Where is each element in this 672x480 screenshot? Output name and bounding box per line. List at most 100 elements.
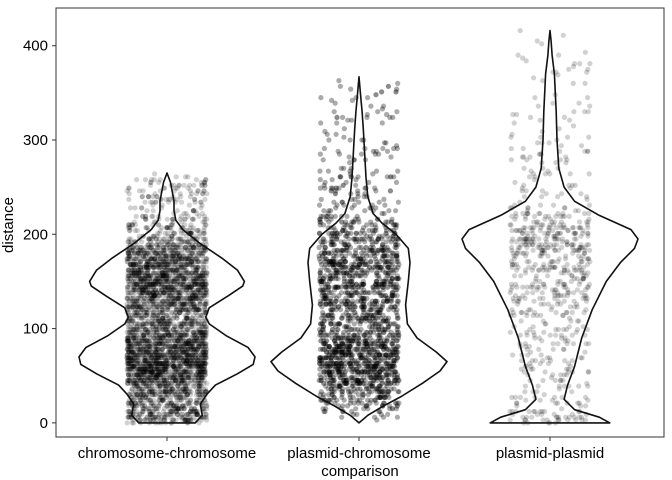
data-point [183, 233, 189, 239]
data-point [135, 321, 141, 327]
data-point [196, 363, 202, 369]
data-point [153, 346, 159, 352]
data-point [129, 273, 136, 279]
data-point [171, 375, 177, 381]
data-point [165, 355, 171, 361]
data-point [129, 247, 135, 253]
data-point [175, 256, 181, 262]
data-point [131, 346, 137, 352]
data-point [134, 270, 140, 276]
data-point [189, 335, 195, 341]
data-point [139, 290, 145, 296]
data-point [192, 338, 198, 344]
data-point [165, 225, 171, 231]
data-point [178, 194, 184, 200]
data-point [173, 346, 179, 352]
data-point [173, 309, 179, 316]
data-point [144, 326, 150, 333]
data-point [189, 250, 195, 256]
data-point [159, 309, 165, 316]
data-point [143, 264, 150, 270]
data-point [178, 307, 184, 313]
data-point [154, 380, 160, 386]
data-point [157, 256, 163, 262]
data-point [197, 244, 203, 251]
data-point [126, 278, 132, 284]
data-point [160, 298, 166, 304]
data-point [167, 318, 173, 324]
data-point [145, 267, 151, 273]
data-point [182, 301, 189, 307]
data-point [184, 355, 190, 361]
data-point [152, 377, 158, 383]
data-point [178, 273, 184, 279]
data-point [138, 386, 145, 392]
data-point [195, 363, 201, 369]
data-point [136, 366, 142, 372]
data-point [201, 329, 207, 335]
data-point [147, 244, 153, 251]
data-point [168, 222, 174, 228]
data-point [148, 295, 154, 301]
data-point [196, 273, 202, 279]
data-point [163, 403, 169, 409]
data-point [192, 377, 198, 383]
data-point [164, 403, 170, 409]
data-point [124, 355, 130, 361]
data-point [170, 403, 176, 409]
data-point [174, 315, 180, 321]
data-point [156, 281, 162, 287]
data-point [153, 358, 159, 364]
data-point [178, 346, 184, 352]
data-point [159, 298, 165, 304]
data-point [168, 400, 174, 406]
data-point [124, 366, 130, 372]
data-point [178, 360, 184, 367]
data-point [136, 284, 142, 290]
data-point [198, 352, 204, 358]
data-point [155, 264, 161, 270]
data-point [155, 261, 161, 268]
data-point [142, 363, 148, 369]
data-point [126, 349, 132, 355]
data-point [125, 250, 131, 256]
data-point [172, 355, 178, 361]
data-point [194, 321, 200, 327]
data-point [136, 326, 143, 333]
data-point [152, 281, 158, 287]
data-point [201, 236, 207, 242]
data-point [131, 284, 137, 290]
data-point [155, 346, 161, 352]
data-point [162, 417, 168, 423]
data-point [171, 403, 177, 409]
data-point [199, 375, 205, 381]
data-point [180, 414, 186, 420]
data-point [164, 225, 170, 231]
data-point [160, 335, 166, 341]
data-point [128, 326, 134, 333]
data-point [169, 290, 175, 296]
data-point [195, 281, 201, 287]
data-point [196, 372, 202, 378]
data-point [146, 307, 152, 313]
data-point [186, 349, 192, 355]
data-point [157, 335, 163, 341]
data-point [182, 383, 189, 389]
data-point [160, 239, 166, 245]
data-point [125, 360, 131, 367]
data-point [187, 182, 193, 188]
data-point [179, 321, 185, 327]
data-point [184, 380, 190, 386]
data-point [135, 247, 141, 253]
data-point [148, 177, 155, 183]
data-point [149, 414, 155, 420]
data-point [194, 372, 200, 378]
data-point [125, 363, 131, 369]
data-point [149, 261, 156, 268]
data-point [183, 301, 189, 307]
data-point [189, 321, 195, 327]
data-point [158, 369, 164, 375]
data-point [159, 270, 165, 276]
data-point [178, 375, 184, 381]
data-point [126, 196, 132, 202]
